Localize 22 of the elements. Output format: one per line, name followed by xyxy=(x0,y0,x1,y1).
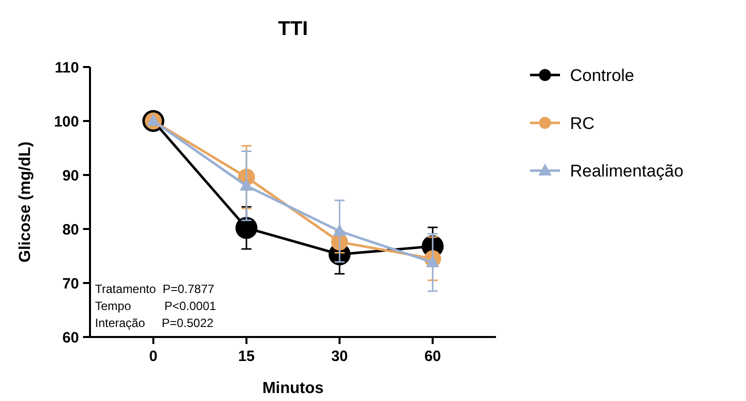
chart-title: TTI xyxy=(278,18,308,40)
annotation: Tempo P<0.0001 xyxy=(95,299,216,313)
y-tick-label: 100 xyxy=(54,113,79,130)
y-tick-label: 90 xyxy=(62,167,79,184)
y-tick-label: 60 xyxy=(62,329,79,346)
x-tick-label: 60 xyxy=(424,348,442,365)
y-tick-label: 80 xyxy=(62,221,79,238)
point xyxy=(235,216,258,239)
legend-label: Realimentação xyxy=(570,162,684,181)
annotation: Tratamento P=0.7877 xyxy=(95,282,215,296)
legend-label: RC xyxy=(570,114,595,133)
legend-label: Controle xyxy=(570,66,634,85)
x-tick-label: 0 xyxy=(149,348,158,365)
x-tick-label: 30 xyxy=(331,348,348,365)
x-axis-title: Minutos xyxy=(262,380,324,397)
y-axis-title: Glicose (mg/dL) xyxy=(17,142,34,262)
x-tick-label: 15 xyxy=(238,348,255,365)
y-tick-label: 70 xyxy=(62,275,79,292)
point xyxy=(240,178,254,191)
y-tick-label: 110 xyxy=(54,59,79,76)
annotation: Interação P=0.5022 xyxy=(95,316,214,330)
point xyxy=(332,224,346,236)
